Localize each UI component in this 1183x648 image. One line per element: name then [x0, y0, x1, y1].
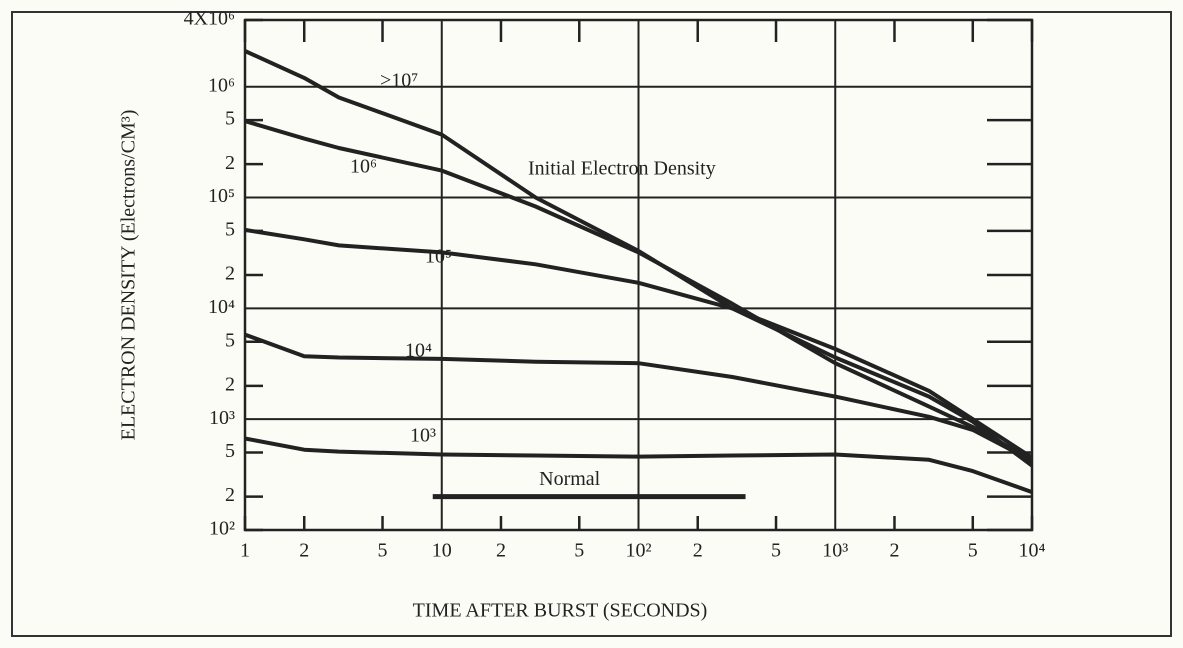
x-tick-label: 2 — [889, 540, 899, 562]
y-tick-label: 10² — [209, 518, 235, 540]
y-tick-label: 2 — [225, 152, 235, 174]
x-tick-label: 5 — [968, 540, 978, 562]
x-tick-label: 10² — [626, 540, 652, 562]
series-label: 10⁴ — [405, 340, 432, 362]
x-tick-label: 2 — [496, 540, 506, 562]
frame — [11, 11, 1172, 637]
y-tick-label: 5 — [225, 440, 235, 462]
x-tick-label: 10³ — [822, 540, 848, 562]
y-tick-label: 4X10⁶ — [184, 8, 235, 30]
x-tick-label: 1 — [240, 540, 250, 562]
series-line — [244, 332, 1033, 463]
y-tick-label: 10⁴ — [208, 296, 235, 318]
y-tick-label: 2 — [225, 263, 235, 285]
x-tick-label: 10⁴ — [1019, 540, 1046, 562]
x-tick-label: 5 — [574, 540, 584, 562]
y-tick-label: 2 — [225, 373, 235, 395]
y-tick-label: 5 — [225, 218, 235, 240]
x-tick-label: 10 — [432, 540, 452, 562]
x-tick-label: 5 — [378, 540, 388, 562]
series-label: 10³ — [410, 425, 436, 447]
x-axis-title: TIME AFTER BURST (SECONDS) — [413, 600, 708, 622]
series-label: 10⁵ — [425, 246, 452, 268]
annotation: Initial Electron Density — [528, 158, 716, 180]
x-tick-label: 2 — [299, 540, 309, 562]
y-tick-label: 10⁵ — [208, 185, 235, 207]
x-tick-label: 5 — [771, 540, 781, 562]
y-tick-label: 5 — [225, 329, 235, 351]
x-tick-label: 2 — [693, 540, 703, 562]
y-tick-label: 10⁶ — [208, 74, 235, 96]
y-axis-title: ELECTRON DENSITY (Electrons/CM³) — [118, 110, 140, 441]
y-tick-label: 2 — [225, 484, 235, 506]
y-tick-label: 10³ — [209, 407, 235, 429]
series-label: 10⁶ — [350, 156, 377, 178]
series-label: >10⁷ — [380, 70, 418, 92]
series-line — [244, 436, 1033, 494]
series-line — [244, 119, 1033, 462]
series-line — [244, 227, 1034, 460]
y-tick-label: 5 — [225, 108, 235, 130]
normal-label: Normal — [539, 468, 601, 490]
